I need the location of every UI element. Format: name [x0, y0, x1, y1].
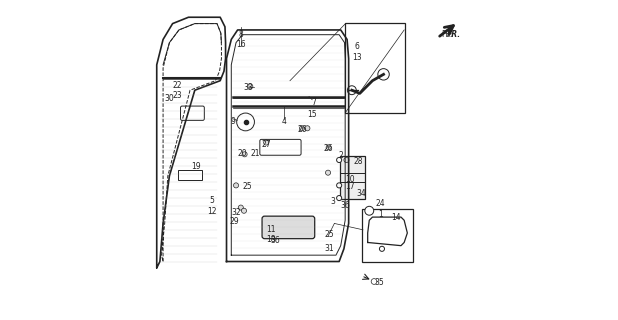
Text: 21: 21: [250, 149, 260, 158]
FancyBboxPatch shape: [340, 156, 365, 199]
Circle shape: [344, 157, 349, 163]
Text: 24
1: 24 1: [376, 199, 385, 219]
Circle shape: [337, 196, 342, 201]
Text: 26: 26: [323, 144, 333, 153]
Circle shape: [234, 183, 239, 188]
Text: 3: 3: [331, 197, 335, 206]
FancyBboxPatch shape: [179, 171, 202, 180]
Text: 9: 9: [231, 117, 235, 126]
Circle shape: [300, 126, 305, 131]
Circle shape: [242, 152, 247, 157]
Text: FR.: FR.: [441, 30, 453, 39]
Circle shape: [365, 206, 374, 215]
Text: 36: 36: [271, 236, 281, 245]
Text: 36: 36: [341, 202, 350, 211]
Text: 25: 25: [242, 182, 252, 191]
Text: 31: 31: [325, 244, 334, 253]
Text: 10: 10: [345, 174, 355, 184]
Circle shape: [237, 113, 255, 131]
Circle shape: [242, 208, 247, 213]
Circle shape: [326, 170, 331, 175]
Circle shape: [371, 279, 377, 284]
Text: 32: 32: [231, 208, 241, 217]
Circle shape: [326, 145, 331, 150]
Circle shape: [239, 205, 243, 210]
Circle shape: [379, 246, 384, 252]
Text: 6
13: 6 13: [352, 43, 362, 62]
FancyBboxPatch shape: [260, 140, 301, 155]
Text: 11
18: 11 18: [266, 225, 276, 244]
Text: 35: 35: [374, 278, 384, 287]
Text: 33: 33: [244, 83, 253, 92]
Text: 5
12: 5 12: [208, 196, 217, 216]
Text: 7: 7: [311, 99, 316, 108]
Circle shape: [337, 157, 342, 163]
Text: 27: 27: [261, 140, 271, 148]
Text: FR.: FR.: [447, 30, 461, 39]
Circle shape: [264, 140, 269, 145]
Text: 29: 29: [230, 217, 239, 226]
Circle shape: [347, 86, 356, 95]
Circle shape: [378, 69, 389, 80]
Text: 4: 4: [281, 117, 286, 126]
FancyBboxPatch shape: [262, 216, 315, 239]
Text: 34: 34: [357, 189, 366, 198]
FancyBboxPatch shape: [345, 23, 405, 113]
FancyBboxPatch shape: [362, 209, 413, 262]
Text: 19: 19: [192, 162, 201, 171]
Text: 2: 2: [338, 151, 343, 160]
Circle shape: [337, 183, 342, 188]
Text: 17: 17: [345, 182, 355, 191]
Text: 8
16: 8 16: [236, 30, 245, 49]
Circle shape: [248, 84, 253, 89]
Text: 22
23: 22 23: [172, 81, 182, 100]
Circle shape: [305, 126, 310, 131]
Text: 14: 14: [391, 212, 401, 222]
Text: 15: 15: [307, 109, 317, 118]
Text: 25: 25: [325, 230, 334, 239]
Text: 20: 20: [237, 149, 247, 158]
FancyBboxPatch shape: [180, 106, 205, 120]
Text: 28: 28: [353, 157, 363, 166]
Text: 26: 26: [298, 125, 308, 134]
Text: 30: 30: [164, 94, 174, 103]
